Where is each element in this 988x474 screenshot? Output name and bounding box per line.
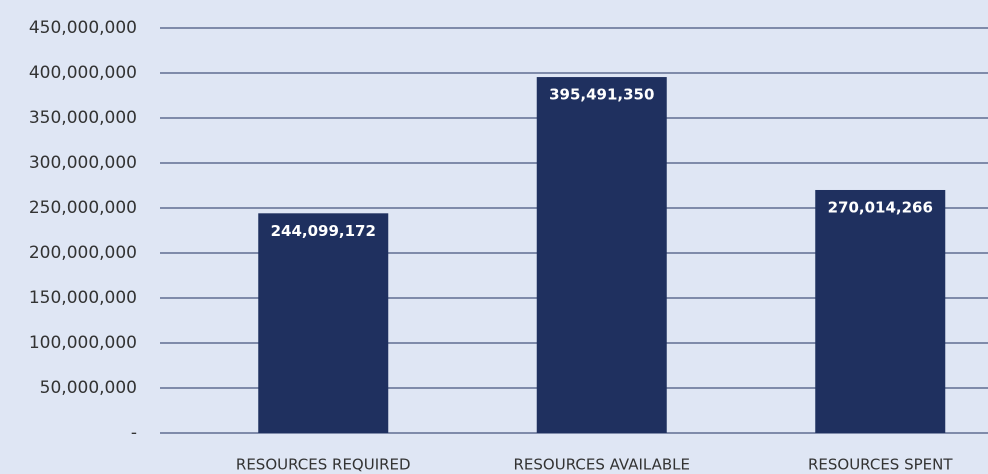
bar [815,189,946,433]
bar [258,213,389,433]
y-tick-label: 50,000,000 [40,378,137,398]
y-tick-label: - [131,423,137,443]
x-tick-label: RESOURCES REQUIRED [236,456,411,474]
y-tick-label: 200,000,000 [29,243,137,263]
x-tick-label: RESOURCES AVAILABLE [514,456,691,474]
data-label: 244,099,172 [271,222,376,240]
y-tick-label: 100,000,000 [29,333,137,353]
y-tick-label: 250,000,000 [29,198,137,218]
y-tick-label: 150,000,000 [29,288,137,308]
y-tick-label: 450,000,000 [29,18,137,38]
y-tick-label: 400,000,000 [29,63,137,83]
y-tick-label: 300,000,000 [29,153,137,173]
x-tick-label: RESOURCES SPENT [808,456,953,474]
data-label: 395,491,350 [549,86,654,104]
data-label: 270,014,266 [828,198,933,216]
bar [536,77,667,433]
y-tick-label: 350,000,000 [29,108,137,128]
